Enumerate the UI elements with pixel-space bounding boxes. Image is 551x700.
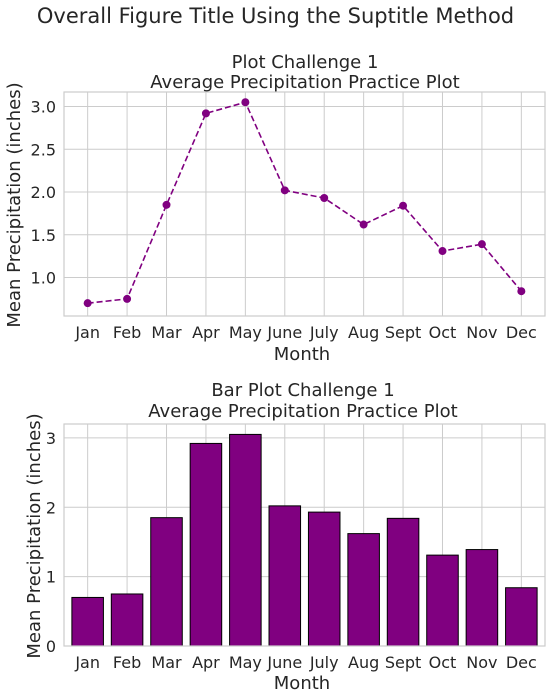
line-chart-data-point: [360, 221, 368, 229]
line-chart-subtitle: Average Precipitation Practice Plot: [150, 72, 459, 93]
line-chart-data-point: [281, 186, 289, 194]
bar-chart-ylabel: Mean Precipitation (inches): [24, 413, 45, 658]
bar-chart-ytick-label: 2: [46, 498, 56, 517]
line-chart-data-point: [517, 287, 525, 295]
line-chart-data-point: [320, 194, 328, 202]
bar-chart-bar: [427, 555, 459, 646]
line-chart-ylabel: Mean Precipitation (inches): [4, 82, 25, 327]
line-chart-data-point: [438, 247, 446, 255]
bar-chart-ytick-label: 1: [46, 568, 56, 587]
line-chart-xtick-label: Dec: [506, 323, 537, 342]
line-chart-data-point: [163, 201, 171, 209]
line-chart-xtick-label: Feb: [113, 323, 141, 342]
line-chart-xlabel: Month: [274, 344, 330, 365]
line-chart-data-point: [478, 240, 486, 248]
line-chart-xtick-label: Sept: [385, 323, 421, 342]
bar-chart-ytick-label: 3: [46, 429, 56, 448]
line-chart-xtick-label: Apr: [192, 323, 220, 342]
bar-chart-xtick-label: Dec: [506, 653, 537, 672]
line-chart-ytick-label: 1.5: [31, 226, 56, 245]
line-chart-xtick-label: Mar: [151, 323, 182, 342]
line-chart-data-point: [123, 295, 131, 303]
bar-chart-bar: [72, 597, 104, 646]
line-chart: Plot Challenge 1 Average Precipitation P…: [4, 52, 545, 365]
line-chart-gridlines: [64, 92, 545, 316]
line-chart-xtick-label: Aug: [348, 323, 379, 342]
line-chart-data-point: [84, 299, 92, 307]
line-chart-xtick-label: Oct: [429, 323, 457, 342]
line-chart-ytick-label: 1.0: [31, 269, 56, 288]
bar-chart-bar: [111, 594, 143, 646]
line-chart-xtick-label: May: [229, 323, 262, 342]
bar-chart-bar: [308, 512, 340, 646]
bar-chart-bar: [466, 550, 498, 646]
line-chart-ytick-label: 3.0: [31, 98, 56, 117]
bar-chart-bar: [151, 518, 183, 646]
bar-chart-xlabel: Month: [274, 673, 330, 694]
bar-chart-xtick-label: Feb: [113, 653, 141, 672]
line-chart-xtick-label: June: [266, 323, 302, 342]
bar-chart-bar: [190, 443, 222, 646]
bar-chart-xtick-label: Mar: [151, 653, 182, 672]
line-chart-title: Plot Challenge 1: [232, 52, 379, 73]
bar-chart-title: Bar Plot Challenge 1: [211, 380, 394, 401]
line-chart-plot-frame: [64, 92, 545, 316]
bar-chart-xtick-label: Jan: [74, 653, 100, 672]
bar-chart-bar: [506, 588, 538, 646]
bar-chart-bar: [387, 518, 419, 646]
bar-chart-xtick-label: Sept: [385, 653, 421, 672]
line-chart-xtick-label: Jan: [74, 323, 100, 342]
line-chart-ytick-label: 2.0: [31, 183, 56, 202]
line-chart-data-point: [241, 98, 249, 106]
bar-chart-xtick-label: May: [229, 653, 262, 672]
bar-chart-xtick-label: Aug: [348, 653, 379, 672]
bar-chart-xtick-label: June: [266, 653, 302, 672]
line-chart-ytick-label: 2.5: [31, 140, 56, 159]
bar-chart-ytick-label: 0: [46, 637, 56, 656]
line-chart-xtick-label: July: [309, 323, 339, 342]
line-chart-data-point: [399, 202, 407, 210]
bar-chart-xtick-label: Apr: [192, 653, 220, 672]
bar-chart-xtick-label: Nov: [466, 653, 497, 672]
bar-chart-xtick-label: July: [309, 653, 339, 672]
bar-chart-bar: [269, 506, 301, 646]
bar-chart-bar: [230, 434, 262, 646]
bar-chart: Bar Plot Challenge 1 Average Precipitati…: [24, 380, 545, 694]
bar-chart-bar: [348, 534, 380, 646]
bar-chart-xtick-label: Oct: [429, 653, 457, 672]
line-chart-series-line: [88, 102, 522, 303]
line-chart-xtick-label: Nov: [466, 323, 497, 342]
line-chart-data-point: [202, 109, 210, 117]
bar-chart-subtitle: Average Precipitation Practice Plot: [148, 401, 457, 422]
